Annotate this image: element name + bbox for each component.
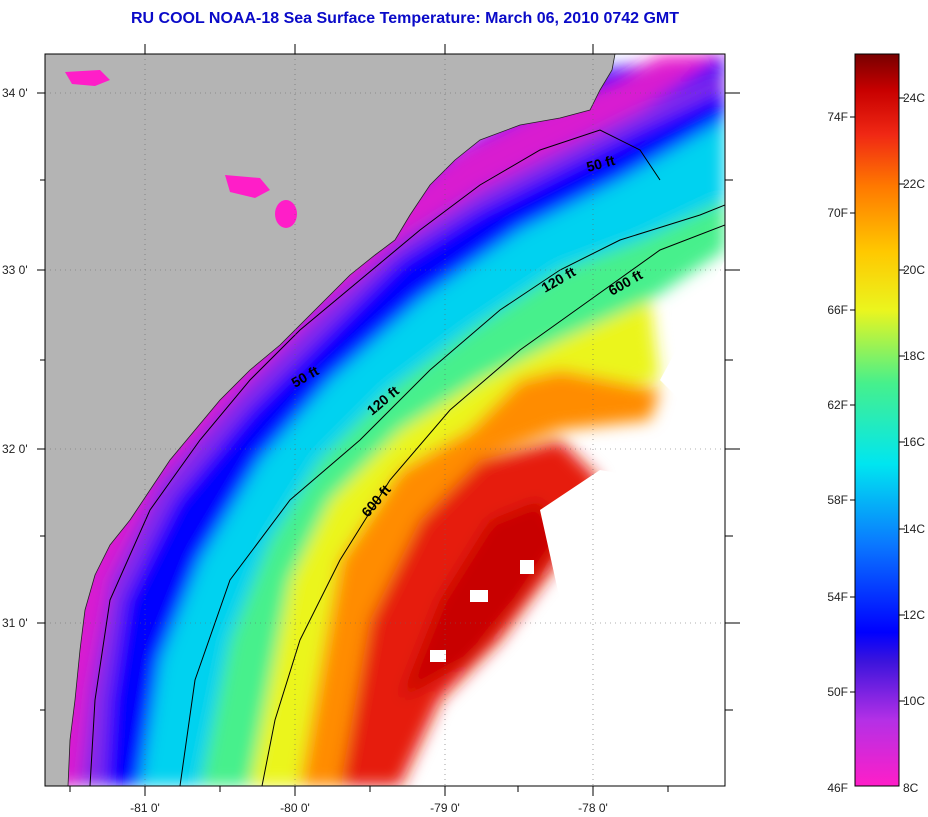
- cb-c-label: 8C: [903, 781, 919, 795]
- isobath-contours: [89, 129, 725, 786]
- cb-f-label: 46F: [827, 781, 848, 795]
- cb-f-label: 70F: [827, 206, 848, 220]
- inland-water-patches: [65, 70, 297, 228]
- map-title: RU COOL NOAA-18 Sea Surface Temperature:…: [130, 10, 680, 27]
- cb-f-label: 74F: [827, 110, 848, 124]
- cb-c-label: 12C: [903, 608, 925, 622]
- sst-band-orange: [300, 370, 660, 786]
- cb-c-label: 14C: [903, 522, 925, 536]
- cb-c-label: 10C: [903, 694, 925, 708]
- cb-c-label: 16C: [903, 435, 925, 449]
- isobath-600ft: [261, 224, 725, 786]
- graticule: [45, 54, 725, 786]
- cloud-mask: [430, 260, 725, 786]
- sst-band-green: [200, 200, 725, 786]
- lat-label-32: 32 0': [2, 442, 28, 456]
- colorbar-gradient: [854, 53, 900, 787]
- cb-f-label: 50F: [827, 685, 848, 699]
- lat-label-33: 33 0': [2, 263, 28, 277]
- colorbar-fahrenheit-labels: 74F 70F 66F 62F 58F 54F 50F 46F: [827, 110, 848, 795]
- cb-f-label: 66F: [827, 303, 848, 317]
- cb-c-label: 20C: [903, 263, 925, 277]
- lat-label-31: 31 0': [2, 616, 28, 630]
- isobath-120ft: [179, 204, 725, 786]
- contour-label-50ft-north: 50 ft: [585, 152, 617, 175]
- cb-f-label: 58F: [827, 493, 848, 507]
- lon-label-78: -78 0': [578, 801, 608, 815]
- sst-band-yellow: [250, 300, 660, 786]
- lon-label-81: -81 0': [130, 801, 160, 815]
- axis-ticks: [37, 44, 740, 796]
- cb-f-label: 62F: [827, 398, 848, 412]
- map-frame: [44, 53, 726, 787]
- cb-c-label: 22C: [903, 177, 925, 191]
- lon-label-79: -79 0': [430, 801, 460, 815]
- colorbar-celsius-labels: 24C 22C 20C 18C 16C 14C 12C 10C 8C: [903, 91, 925, 795]
- lat-label-34: 34 0': [2, 86, 28, 100]
- map-panel: [45, 54, 725, 786]
- cb-c-label: 24C: [903, 91, 925, 105]
- lon-label-80: -80 0': [280, 801, 310, 815]
- latitude-labels: 34 0' 33 0' 32 0' 31 0': [2, 86, 28, 630]
- sst-band-cyan: [140, 120, 725, 786]
- cb-f-label: 54F: [827, 590, 848, 604]
- land-mass: [45, 54, 616, 786]
- longitude-labels: -81 0' -80 0' -79 0' -78 0': [130, 801, 608, 815]
- colorbar: 74F 70F 66F 62F 58F 54F 50F 46F 24C 22C …: [827, 53, 925, 795]
- isobath-50ft: [89, 129, 661, 786]
- sst-band-purple: [80, 70, 725, 786]
- cb-c-label: 18C: [903, 349, 925, 363]
